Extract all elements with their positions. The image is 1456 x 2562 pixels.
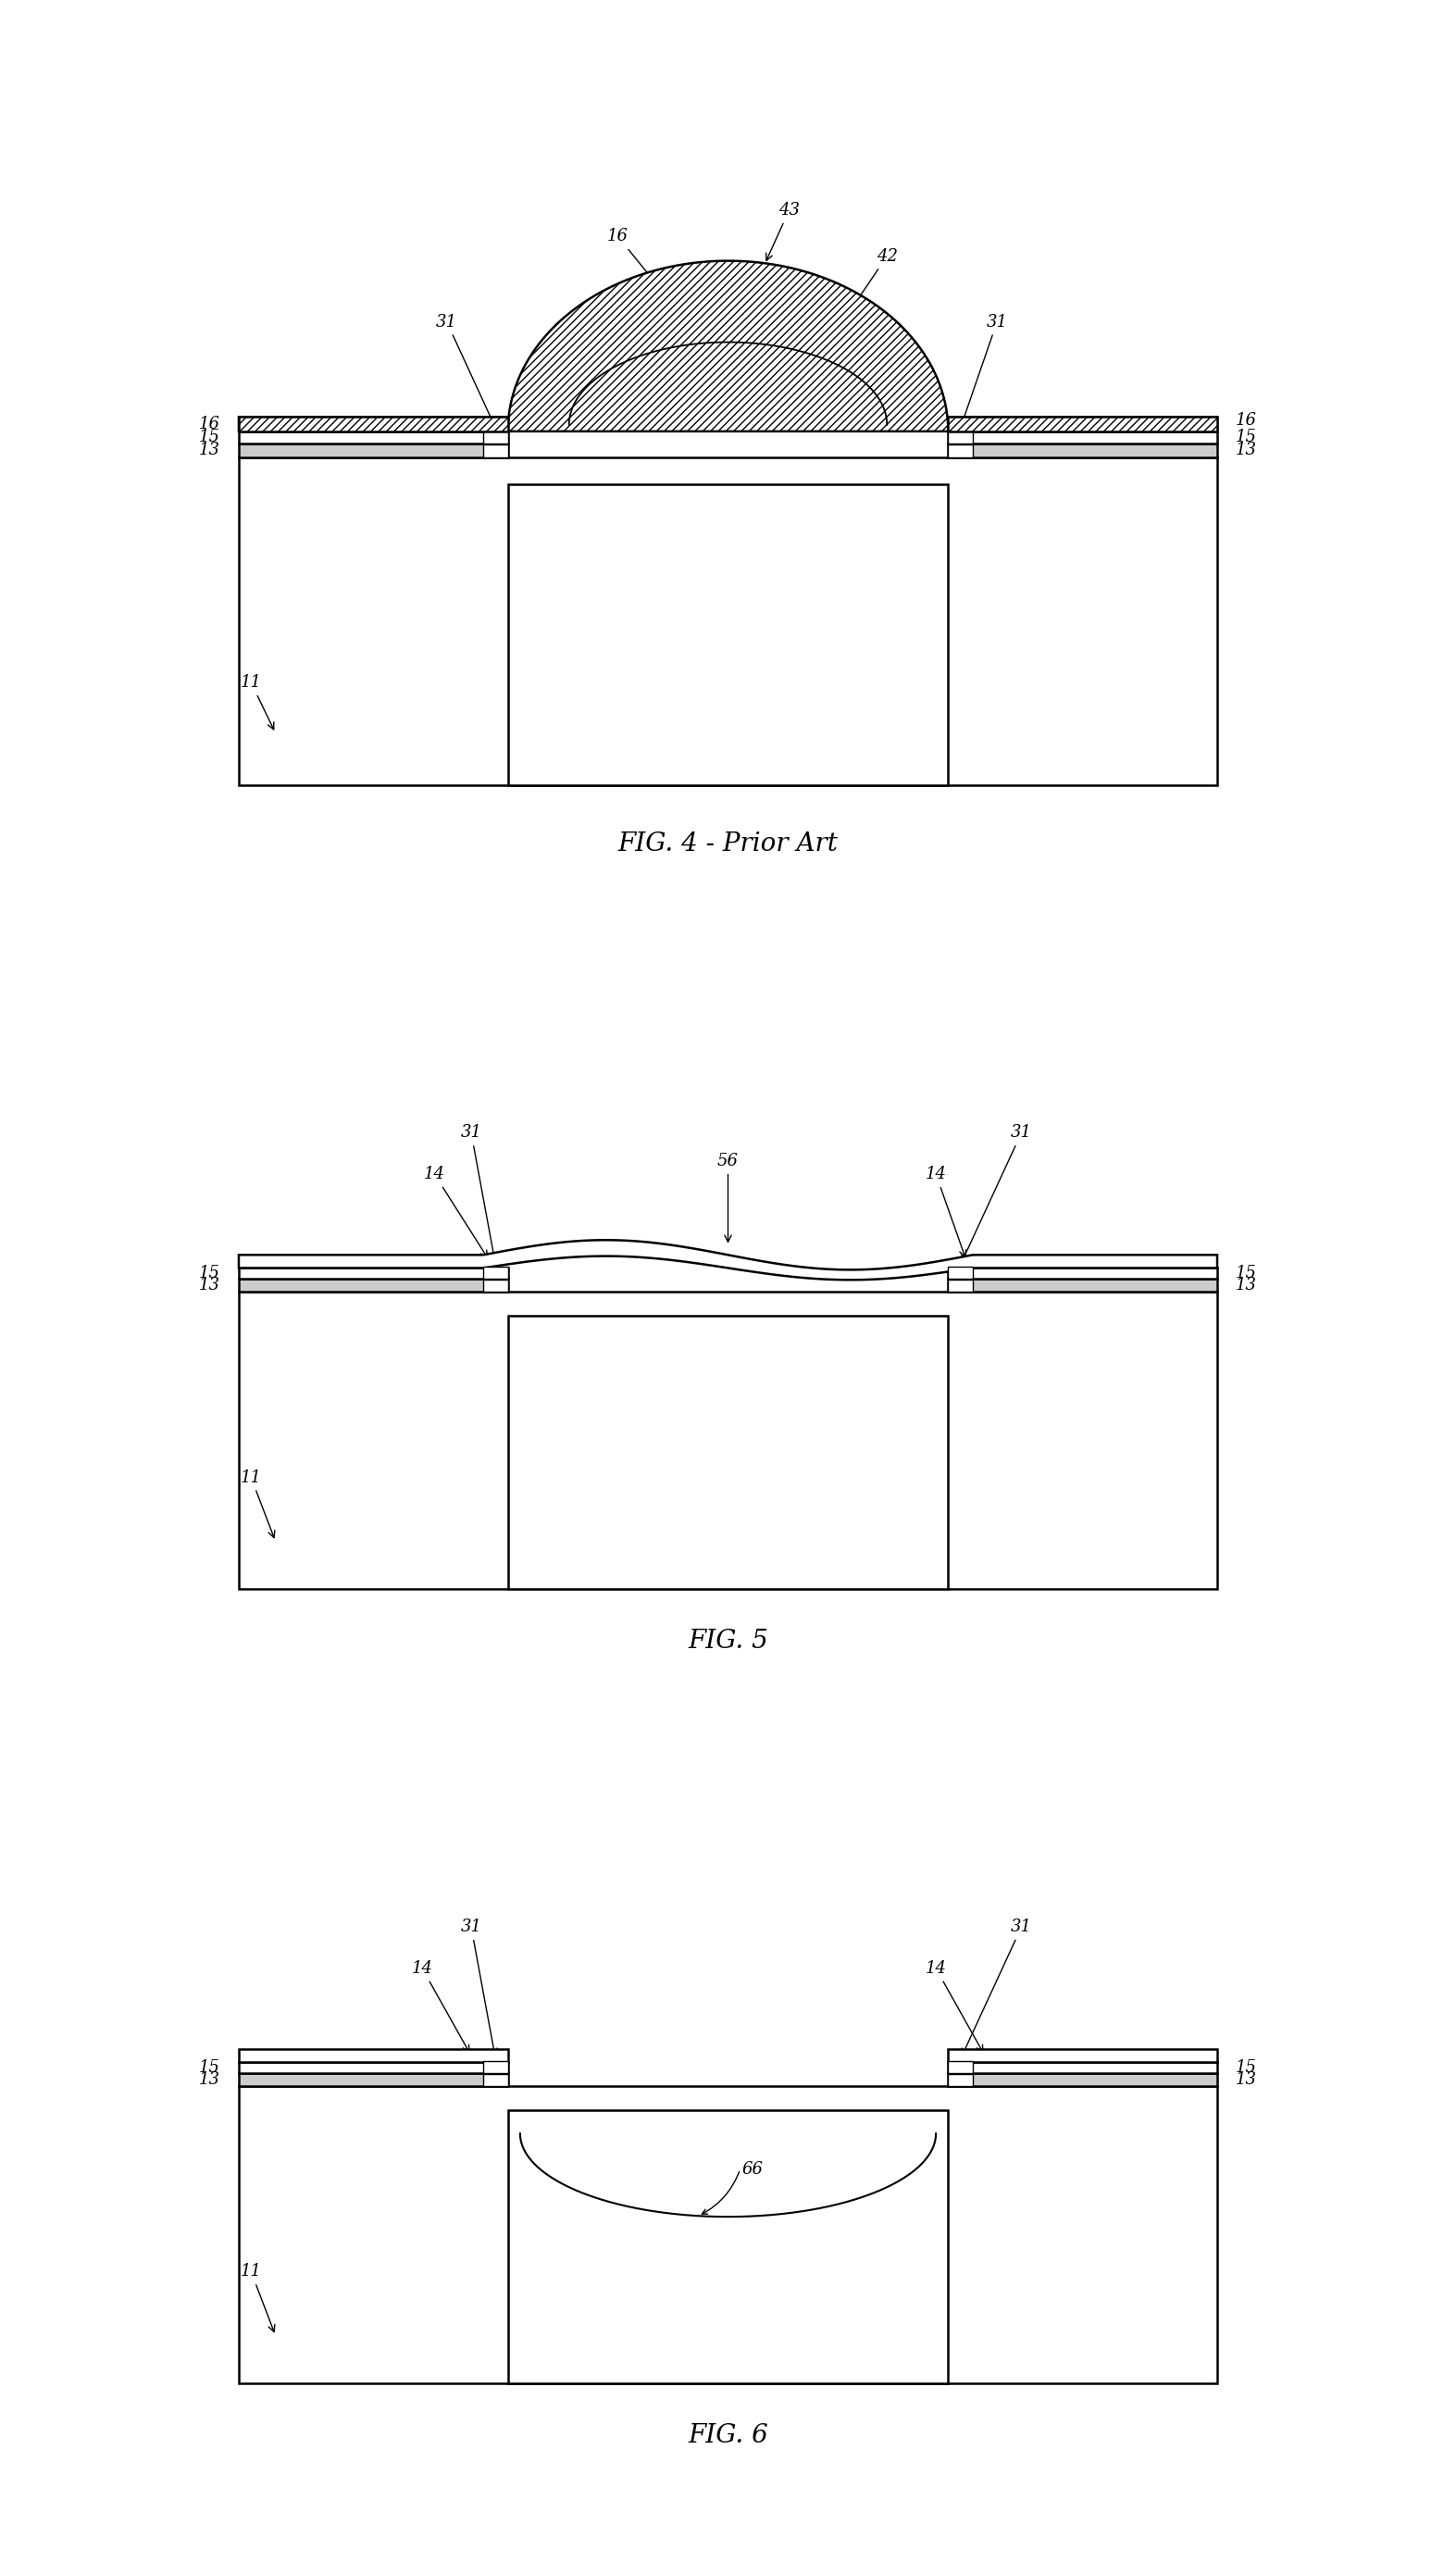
Polygon shape: [948, 1278, 1217, 1291]
Text: 31: 31: [961, 313, 1008, 425]
Polygon shape: [948, 430, 1217, 443]
Polygon shape: [948, 443, 1217, 459]
Text: 15: 15: [1236, 428, 1257, 446]
Text: 13: 13: [1236, 1276, 1257, 1294]
Polygon shape: [508, 2109, 948, 2383]
Text: 13: 13: [1236, 443, 1257, 459]
Text: 13: 13: [1236, 2070, 1257, 2088]
Polygon shape: [948, 2062, 1217, 2073]
Text: 31: 31: [435, 313, 494, 425]
Text: 11: 11: [240, 1468, 275, 1537]
Polygon shape: [483, 430, 508, 443]
Text: 11: 11: [240, 2262, 275, 2331]
Text: 15: 15: [199, 1266, 220, 1281]
Polygon shape: [239, 418, 508, 430]
Text: 14: 14: [925, 1960, 983, 2052]
Text: 13: 13: [199, 2070, 220, 2088]
Polygon shape: [508, 1314, 948, 1588]
Text: 14: 14: [424, 1166, 488, 1258]
Polygon shape: [239, 1291, 1217, 1588]
Text: 31: 31: [460, 1919, 496, 2055]
Text: 13: 13: [199, 1276, 220, 1294]
Polygon shape: [239, 443, 508, 459]
Text: 31: 31: [962, 1125, 1032, 1261]
Text: 11: 11: [240, 674, 274, 730]
Polygon shape: [948, 1268, 1217, 1278]
Polygon shape: [948, 1266, 973, 1278]
Text: 31: 31: [962, 1919, 1032, 2055]
Text: FIG. 5: FIG. 5: [687, 1629, 769, 1655]
Polygon shape: [483, 1266, 508, 1278]
Polygon shape: [483, 1281, 508, 1291]
Polygon shape: [948, 2075, 973, 2085]
Text: 16: 16: [607, 228, 677, 310]
Text: 56: 56: [718, 1153, 738, 1243]
Text: 14: 14: [925, 1166, 967, 1258]
Polygon shape: [239, 459, 1217, 787]
Polygon shape: [239, 2073, 508, 2085]
Text: 13: 13: [199, 443, 220, 459]
Polygon shape: [948, 2050, 1217, 2062]
Text: 15: 15: [199, 428, 220, 446]
Polygon shape: [948, 2073, 1217, 2085]
Text: 14: 14: [412, 1960, 469, 2052]
Polygon shape: [948, 418, 1217, 430]
Text: 43: 43: [766, 202, 799, 261]
Polygon shape: [483, 2060, 508, 2073]
Text: 31: 31: [460, 1125, 496, 1261]
Polygon shape: [239, 430, 508, 443]
Text: 16: 16: [199, 415, 220, 433]
Text: 16: 16: [1236, 412, 1257, 428]
Polygon shape: [483, 2075, 508, 2085]
Polygon shape: [239, 1268, 508, 1278]
Text: 15: 15: [1236, 2060, 1257, 2075]
Polygon shape: [948, 443, 973, 459]
Text: 15: 15: [199, 2060, 220, 2075]
Polygon shape: [483, 443, 508, 459]
Polygon shape: [948, 430, 973, 443]
Polygon shape: [948, 1281, 973, 1291]
Text: 15: 15: [1236, 1266, 1257, 1281]
Text: 66: 66: [741, 2160, 763, 2178]
Polygon shape: [239, 261, 1217, 430]
Text: FIG. 6: FIG. 6: [687, 2424, 769, 2449]
Polygon shape: [948, 2060, 973, 2073]
Polygon shape: [239, 1240, 1217, 1281]
Polygon shape: [508, 484, 948, 787]
Polygon shape: [239, 1278, 508, 1291]
Text: 42: 42: [834, 249, 898, 333]
Polygon shape: [239, 2085, 1217, 2383]
Polygon shape: [239, 2062, 508, 2073]
Polygon shape: [239, 2050, 508, 2062]
Text: FIG. 4 - Prior Art: FIG. 4 - Prior Art: [617, 833, 839, 856]
